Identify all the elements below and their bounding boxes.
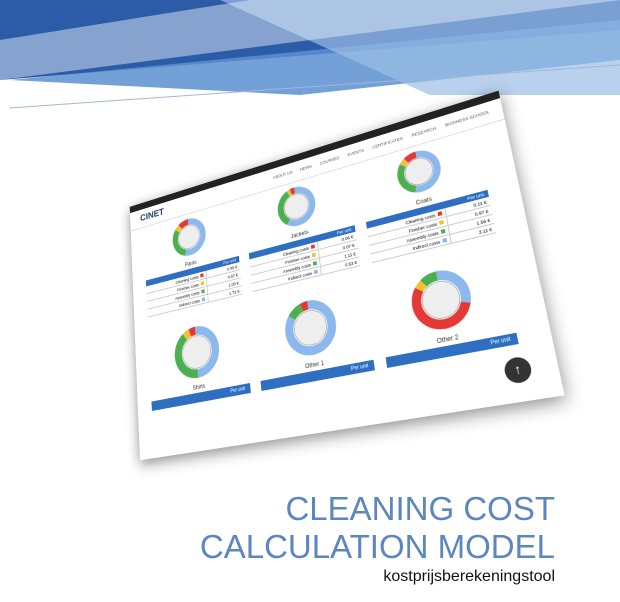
donut <box>173 321 222 383</box>
legend-swatch <box>311 253 315 258</box>
donut <box>407 264 477 335</box>
legend-swatch <box>312 261 316 266</box>
menu-item[interactable]: ABOUT US <box>273 170 293 180</box>
menu-item[interactable]: BUSINESS SCHOOL <box>445 109 490 127</box>
legend-swatch <box>202 298 205 302</box>
menu-item[interactable]: CERTIFICATES <box>372 136 403 150</box>
legend-swatch <box>313 270 317 275</box>
menu-item[interactable]: EVENTS <box>347 148 364 157</box>
legend-swatch <box>439 220 444 225</box>
legend-swatch <box>440 229 445 234</box>
legend-swatch <box>200 282 203 286</box>
donut <box>394 145 445 198</box>
donut <box>275 181 318 231</box>
legend-swatch <box>201 290 204 294</box>
legend-swatch <box>200 274 203 278</box>
donut <box>282 294 340 360</box>
scroll-top-button[interactable]: ↑ <box>502 355 533 385</box>
banner <box>0 0 620 115</box>
legend-swatch <box>310 245 314 250</box>
page: CINET ABOUT US NEWS COURSES EVENTS CERTIFICA… <box>0 0 620 602</box>
subtitle: kostprijsberekeningstool <box>383 568 555 586</box>
logo: CINET <box>140 207 164 224</box>
menu-item[interactable]: NEWS <box>300 164 312 172</box>
legend-swatch <box>437 212 442 217</box>
screenshot: CINET ABOUT US NEWS COURSES EVENTS CERTIFICA… <box>130 91 565 461</box>
title-line: CALCULATION MODEL <box>200 528 555 566</box>
title-line: CLEANING COST <box>285 490 555 528</box>
donut <box>171 214 207 261</box>
legend-swatch <box>442 238 447 243</box>
menu-item[interactable]: COURSES <box>319 155 339 165</box>
menu-item[interactable]: RESEARCH <box>411 126 436 138</box>
